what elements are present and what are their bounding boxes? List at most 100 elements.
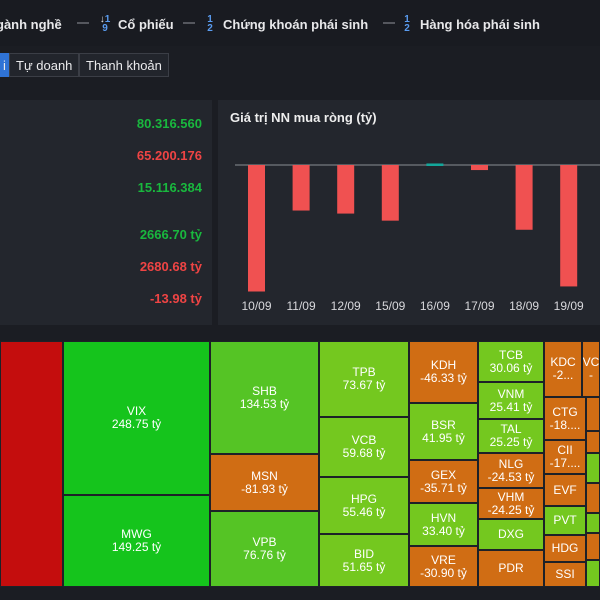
tile-symbol: GEX [430, 467, 457, 482]
bar-19/09[interactable] [560, 165, 578, 287]
summary-panel [0, 100, 600, 325]
tile-ctg[interactable]: CTG -18.... [544, 397, 586, 440]
bar-17/09[interactable] [471, 165, 488, 171]
tile-value: 59.68 tỷ [342, 446, 386, 460]
x-tick-label: 11/09 [287, 299, 316, 313]
tile-tal[interactable]: TAL 25.25 tỷ [478, 419, 544, 453]
tile-value: -35.71 tỷ [420, 480, 467, 495]
tile[interactable] [0, 341, 63, 587]
tile-cii[interactable]: CII -17.... [544, 440, 586, 474]
nav-separator [77, 22, 89, 24]
tile-vcb[interactable]: VCB 59.68 tỷ [319, 417, 409, 477]
x-tick-label: 18/09 [509, 299, 539, 313]
tile-value: -81.93 tỷ [241, 481, 288, 496]
panel-divider [212, 100, 218, 325]
sell-volume: 65.200.176 [136, 148, 202, 163]
bar-16/09[interactable] [426, 163, 444, 166]
tile-value: -30.90 tỷ [420, 565, 467, 580]
tile-symbol: BSR [431, 417, 456, 432]
tile-vpb[interactable]: VPB 76.76 tỷ [210, 511, 319, 587]
tile-shb[interactable]: SHB 134.53 tỷ [210, 341, 319, 454]
sell-value: 2680.68 tỷ [139, 259, 202, 274]
tile-vix[interactable]: VIX 248.75 tỷ [63, 341, 210, 495]
nav-stocks[interactable]: ↓1 9 Cổ phiếu [96, 14, 174, 34]
tile-hvn[interactable]: HVN 33.40 tỷ [409, 503, 478, 546]
tile-vnm[interactable]: VNM 25.41 tỷ [478, 382, 544, 419]
nav-commodities-label: Hàng hóa phái sinh [420, 16, 540, 32]
tile-hpg[interactable]: HPG 55.46 tỷ [319, 477, 409, 534]
tile-symbol: VC [582, 355, 600, 369]
tile-value: 30.06 tỷ [489, 360, 533, 375]
tile-symbol: VRE [431, 552, 456, 567]
bar-10/09[interactable] [248, 165, 265, 292]
tile-symbol: NLG [498, 456, 524, 471]
tile[interactable] [586, 560, 600, 587]
nav-separator [183, 22, 195, 24]
tile-symbol: BID [353, 546, 374, 561]
tile-tcb[interactable]: TCB 30.06 tỷ [478, 341, 544, 382]
tile-ssi[interactable]: SSI [544, 562, 586, 587]
tab-proprietary[interactable]: Tự doanh [9, 53, 80, 77]
x-tick-label: 15/09 [375, 299, 405, 313]
tile-evf[interactable]: EVF [544, 474, 586, 506]
tile[interactable] [586, 533, 600, 560]
tile-symbol: PDR [498, 561, 524, 575]
bar-11/09[interactable] [292, 165, 310, 211]
tile-value: 248.75 tỷ [111, 417, 162, 431]
tile-vc[interactable]: VC - [582, 341, 600, 397]
tile-symbol: SSI [555, 567, 575, 581]
tile-gex[interactable]: GEX -35.71 tỷ [409, 460, 478, 503]
tile-symbol: TCB [499, 347, 523, 362]
tile[interactable] [586, 431, 600, 453]
net-value: -13.98 tỷ [149, 291, 202, 306]
sort-numeric-icon: ↓1 9 [99, 14, 111, 34]
bar-18/09[interactable] [515, 165, 533, 230]
x-tick-label: 12/09 [331, 299, 361, 313]
tab-proprietary-label: Tự doanh [16, 57, 73, 73]
tile-hdg[interactable]: HDG [544, 535, 586, 562]
tile[interactable] [586, 483, 600, 513]
tile-symbol: CTG [552, 404, 578, 419]
tile[interactable] [586, 513, 600, 533]
tile-symbol: VPB [252, 535, 277, 549]
x-tick-label: 16/09 [420, 299, 450, 313]
bar-15/09[interactable] [381, 165, 399, 221]
tile-bid[interactable]: BID 51.65 tỷ [319, 534, 409, 587]
tile-value: 25.41 tỷ [489, 399, 533, 414]
tile-msn[interactable]: MSN -81.93 tỷ [210, 454, 319, 511]
tile-symbol: HDG [551, 541, 579, 555]
nav-industry-label: gành nghề [0, 16, 62, 32]
tile-pvt[interactable]: PVT [544, 506, 586, 535]
tab-bar: i Tự doanh Thanh khoản [0, 46, 600, 84]
tile-bsr[interactable]: BSR 41.95 tỷ [409, 403, 478, 460]
tile-tpb[interactable]: TPB 73.67 tỷ [319, 341, 409, 417]
section-gap [0, 325, 600, 341]
tile-value: 51.65 tỷ [342, 559, 386, 574]
tile-pdr[interactable]: PDR [478, 550, 544, 587]
tile-kdh[interactable]: KDH -46.33 tỷ [409, 341, 478, 403]
nav-industry[interactable]: gành nghề [0, 14, 62, 34]
net-foreign-buy-chart: 10/09 11/09 12/09 15/09 16/09 17/09 18/09 19/09… [235, 163, 600, 313]
tile-symbol: VIX [126, 404, 147, 418]
net-volume: 15.116.384 [137, 180, 202, 195]
tile-kdc[interactable]: KDC -2... [544, 341, 582, 397]
tile-vre[interactable]: VRE -30.90 tỷ [409, 546, 478, 587]
tile-value: -46.33 tỷ [420, 371, 467, 385]
x-tick-label: 19/09 [554, 299, 584, 313]
tile-mwg[interactable]: MWG 149.25 tỷ [63, 495, 210, 587]
tile-symbol: HVN [430, 510, 457, 525]
tile[interactable] [586, 397, 600, 431]
tile-vhm[interactable]: VHM -24.25 tỷ [478, 488, 544, 519]
tile-value: 149.25 tỷ [111, 540, 162, 554]
tile-dxg[interactable]: DXG [478, 519, 544, 550]
tile-nlg[interactable]: NLG -24.53 tỷ [478, 453, 544, 488]
bar-12/09[interactable] [337, 165, 355, 214]
tile-symbol: KDH [430, 358, 457, 372]
tile[interactable] [586, 453, 600, 483]
x-tick-label: 17/09 [464, 299, 494, 313]
tab-liquidity[interactable]: Thanh khoản [79, 53, 169, 77]
tile-symbol: CII [557, 443, 573, 457]
